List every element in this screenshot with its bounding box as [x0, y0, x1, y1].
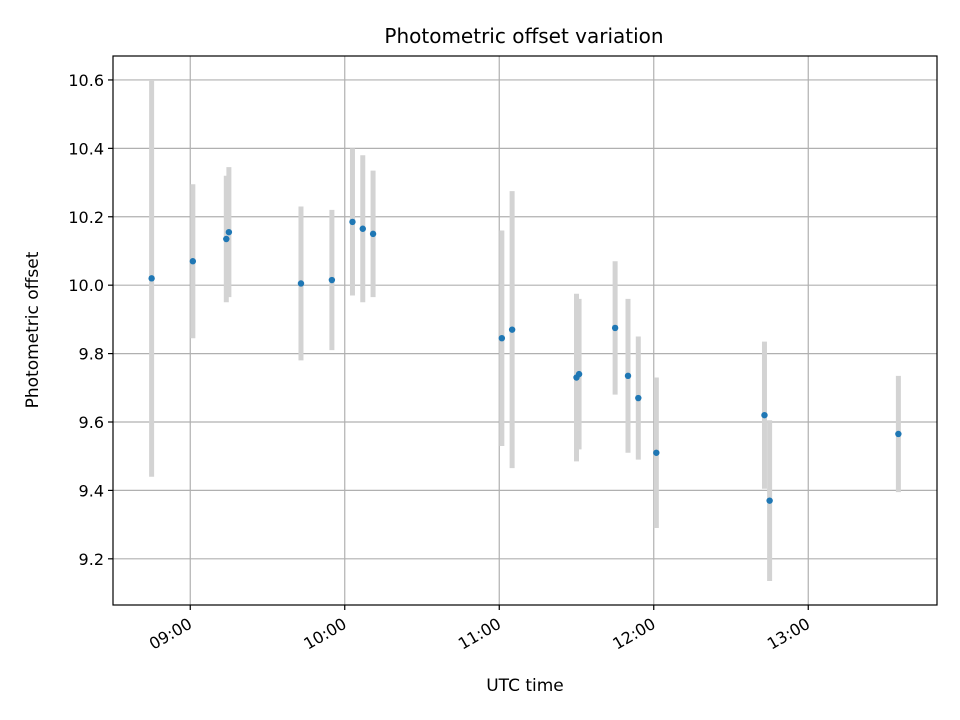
- chart-title: Photometric offset variation: [384, 24, 663, 48]
- data-point: [328, 276, 336, 284]
- data-point: [498, 334, 506, 342]
- y-axis-ticks: 9.2 9.4 9.6 9.8 10.0 10.2 10.4 10.6: [68, 71, 113, 569]
- data-point: [223, 235, 230, 243]
- y-tick-label: 10.2: [68, 208, 104, 227]
- data-point: [349, 218, 356, 226]
- x-tick-label: 11:00: [455, 614, 504, 654]
- x-tick-label: 13:00: [764, 614, 813, 654]
- x-axis-ticks: 09:00 10:00 11:00 12:00 13:00: [146, 605, 813, 654]
- data-point: [761, 411, 768, 419]
- y-tick-label: 9.6: [79, 413, 104, 432]
- data-point: [369, 230, 377, 238]
- data-point: [635, 394, 642, 402]
- data-point: [508, 326, 516, 333]
- x-tick-label: 10:00: [300, 614, 349, 654]
- y-tick-label: 10.4: [68, 139, 104, 158]
- x-tick-label: 12:00: [609, 614, 658, 654]
- data-point: [359, 225, 366, 232]
- data-point: [624, 372, 632, 380]
- grid: [113, 56, 937, 605]
- y-tick-label: 9.2: [79, 550, 104, 569]
- errorbars: [149, 79, 901, 582]
- x-axis-label: UTC time: [486, 676, 564, 696]
- data-point: [148, 275, 155, 282]
- y-axis-label: Photometric offset: [23, 251, 43, 408]
- y-tick-label: 9.8: [79, 345, 104, 364]
- y-tick-label: 10.0: [68, 276, 104, 295]
- y-tick-label: 9.4: [79, 481, 104, 500]
- data-point: [189, 258, 197, 265]
- data-point: [766, 497, 773, 504]
- data-point: [225, 228, 233, 236]
- data-point: [297, 280, 305, 287]
- data-point: [895, 430, 902, 438]
- data-point: [653, 449, 660, 456]
- plot-frame: [112, 55, 938, 606]
- x-tick-label: 09:00: [146, 614, 195, 654]
- y-tick-label: 10.6: [68, 71, 104, 90]
- data-points: [148, 218, 902, 504]
- data-point: [575, 370, 583, 378]
- data-point: [611, 324, 619, 332]
